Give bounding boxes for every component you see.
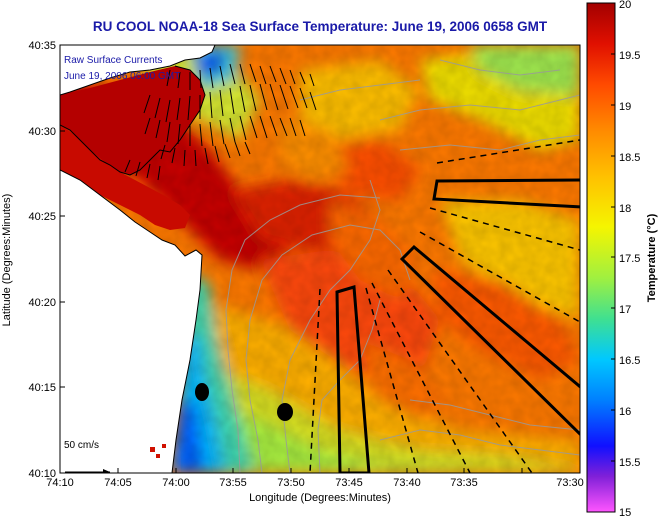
y-tick-label: 40:30 <box>28 126 56 138</box>
x-tick-label: 73:55 <box>219 477 247 489</box>
mooring-marker <box>195 383 209 401</box>
colorbar-tick: 17 <box>619 304 631 316</box>
y-tick-label: 40:25 <box>28 211 56 223</box>
coastline <box>60 45 216 473</box>
x-tick-label: 74:00 <box>162 477 190 489</box>
colorbar-tick: 16.5 <box>619 355 640 367</box>
x-tick-label: 73:50 <box>277 477 305 489</box>
map-area <box>60 45 580 473</box>
mooring-marker <box>277 403 293 421</box>
y-tick-label: 40:15 <box>28 382 56 394</box>
colorbar-tick: 20 <box>619 0 631 11</box>
colorbar <box>586 2 616 513</box>
y-tick-label: 40:35 <box>28 40 56 52</box>
chart-title: RU COOL NOAA-18 Sea Surface Temperature:… <box>92 19 548 34</box>
colorbar-tick: 19 <box>619 101 631 113</box>
land <box>60 45 215 473</box>
x-tick-label: 73:45 <box>335 477 363 489</box>
colorbar-tick: 15 <box>619 507 631 518</box>
map-frame <box>59 44 581 474</box>
colorbar-tick: 18 <box>619 203 631 215</box>
colorbar-tick: 17.5 <box>619 253 640 265</box>
colorbar-tick: 19.5 <box>619 50 640 62</box>
x-tick-label: 73:40 <box>393 477 421 489</box>
currents-label: Raw Surface Currents <box>64 55 162 66</box>
y-axis-label: Latitude (Degrees:Minutes) <box>1 194 13 327</box>
surface-current-vectors <box>65 63 317 473</box>
x-axis-label: Longitude (Degrees:Minutes) <box>249 492 391 504</box>
x-tick-label: 74:05 <box>104 477 132 489</box>
y-tick-label: 40:20 <box>28 297 56 309</box>
colorbar-label: Temperature (°C) <box>646 213 658 302</box>
sampling-transects <box>335 178 580 473</box>
x-tick-label: 73:30 <box>556 477 584 489</box>
colorbar-tick: 18.5 <box>619 152 640 164</box>
colorbar-tick: 15.5 <box>619 457 640 469</box>
currents-timestamp: June 19, 2006 06:00 GMT <box>64 71 180 82</box>
radar-beams <box>309 139 580 473</box>
y-tick-label: 40:10 <box>28 468 56 480</box>
colorbar-tick: 16 <box>619 406 631 418</box>
x-tick-label: 74:10 <box>46 477 74 489</box>
scale-label: 50 cm/s <box>64 440 99 451</box>
x-tick-label: 73:35 <box>450 477 478 489</box>
